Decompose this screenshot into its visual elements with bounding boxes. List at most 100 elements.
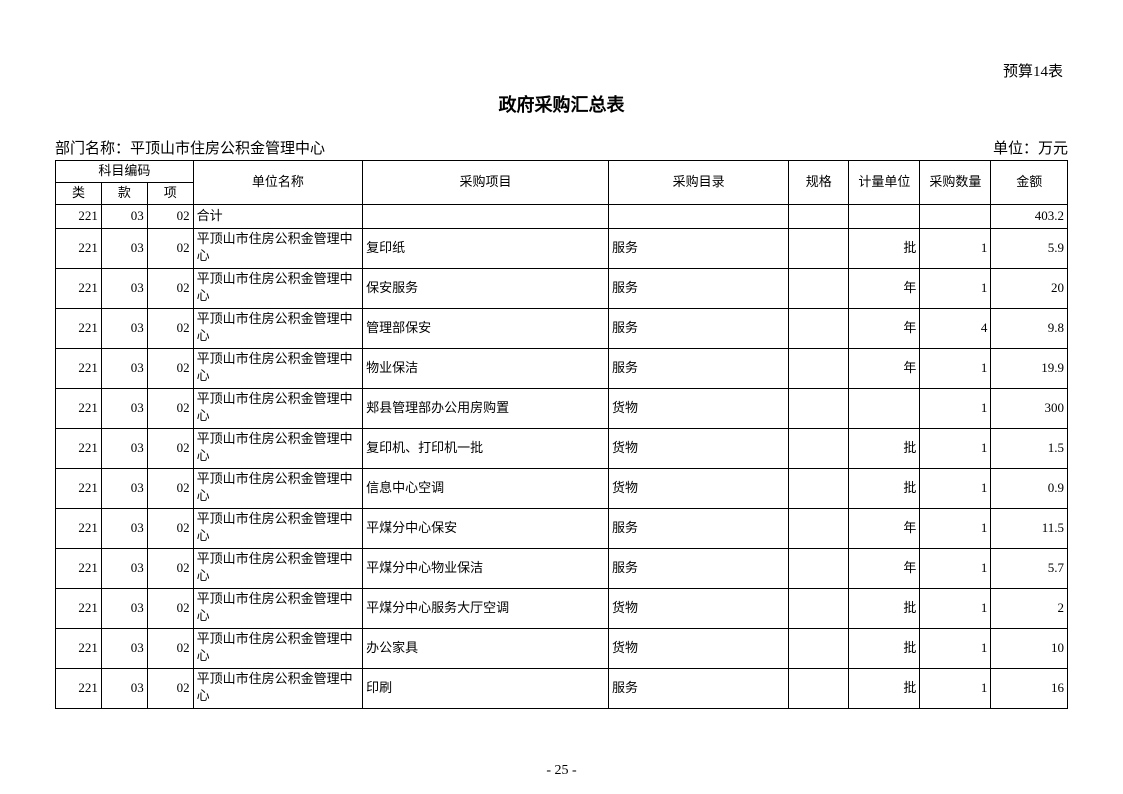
cell-xiang: 02 <box>147 204 193 228</box>
table-row: 2210302平顶山市住房公积金管理中心办公家具货物批110 <box>56 628 1068 668</box>
cell-kuan: 03 <box>101 348 147 388</box>
cell-measure: 年 <box>849 268 920 308</box>
dept-label: 部门名称： <box>55 141 130 157</box>
cell-catalog: 货物 <box>608 468 788 508</box>
cell-measure <box>849 204 920 228</box>
cell-measure <box>849 388 920 428</box>
cell-measure: 批 <box>849 428 920 468</box>
cell-item: 复印纸 <box>363 228 609 268</box>
cell-xiang: 02 <box>147 268 193 308</box>
cell-spec <box>789 548 849 588</box>
cell-xiang: 02 <box>147 228 193 268</box>
table-row: 2210302平顶山市住房公积金管理中心管理部保安服务年49.8 <box>56 308 1068 348</box>
cell-qty: 1 <box>920 588 991 628</box>
table-row: 2210302平顶山市住房公积金管理中心物业保洁服务年119.9 <box>56 348 1068 388</box>
cell-catalog: 货物 <box>608 428 788 468</box>
table-row: 2210302平顶山市住房公积金管理中心信息中心空调货物批10.9 <box>56 468 1068 508</box>
cell-item: 信息中心空调 <box>363 468 609 508</box>
procurement-table: 科目编码 单位名称 采购项目 采购目录 规格 计量单位 采购数量 金额 类 款 … <box>55 160 1068 709</box>
cell-qty: 1 <box>920 428 991 468</box>
cell-catalog: 货物 <box>608 588 788 628</box>
cell-measure: 年 <box>849 348 920 388</box>
cell-spec <box>789 588 849 628</box>
th-spec: 规格 <box>789 161 849 205</box>
cell-lei: 221 <box>56 268 102 308</box>
cell-unit-name: 平顶山市住房公积金管理中心 <box>193 268 362 308</box>
cell-lei: 221 <box>56 548 102 588</box>
dept-line: 部门名称：平顶山市住房公积金管理中心 <box>55 137 325 158</box>
cell-spec <box>789 508 849 548</box>
cell-unit-name: 平顶山市住房公积金管理中心 <box>193 348 362 388</box>
cell-kuan: 03 <box>101 628 147 668</box>
cell-xiang: 02 <box>147 628 193 668</box>
cell-kuan: 03 <box>101 588 147 628</box>
cell-lei: 221 <box>56 308 102 348</box>
cell-xiang: 02 <box>147 468 193 508</box>
cell-amount: 300 <box>991 388 1068 428</box>
cell-lei: 221 <box>56 204 102 228</box>
th-item: 采购项目 <box>363 161 609 205</box>
cell-qty: 1 <box>920 468 991 508</box>
cell-xiang: 02 <box>147 668 193 708</box>
cell-qty <box>920 204 991 228</box>
cell-item: 保安服务 <box>363 268 609 308</box>
cell-measure: 批 <box>849 588 920 628</box>
cell-unit-name: 平顶山市住房公积金管理中心 <box>193 468 362 508</box>
table-row: 2210302平顶山市住房公积金管理中心郏县管理部办公用房购置货物1300 <box>56 388 1068 428</box>
th-unit-name: 单位名称 <box>193 161 362 205</box>
cell-spec <box>789 204 849 228</box>
cell-item <box>363 204 609 228</box>
cell-measure: 年 <box>849 548 920 588</box>
cell-measure: 批 <box>849 468 920 508</box>
cell-amount: 9.8 <box>991 308 1068 348</box>
cell-kuan: 03 <box>101 268 147 308</box>
cell-amount: 5.9 <box>991 228 1068 268</box>
table-row: 2210302平顶山市住房公积金管理中心平煤分中心保安服务年111.5 <box>56 508 1068 548</box>
cell-amount: 16 <box>991 668 1068 708</box>
cell-kuan: 03 <box>101 228 147 268</box>
cell-lei: 221 <box>56 348 102 388</box>
cell-qty: 1 <box>920 548 991 588</box>
cell-amount: 11.5 <box>991 508 1068 548</box>
cell-item: 办公家具 <box>363 628 609 668</box>
cell-qty: 4 <box>920 308 991 348</box>
cell-amount: 1.5 <box>991 428 1068 468</box>
cell-unit-name: 平顶山市住房公积金管理中心 <box>193 628 362 668</box>
cell-lei: 221 <box>56 508 102 548</box>
cell-xiang: 02 <box>147 548 193 588</box>
cell-qty: 1 <box>920 268 991 308</box>
cell-xiang: 02 <box>147 308 193 348</box>
cell-measure: 批 <box>849 228 920 268</box>
cell-kuan: 03 <box>101 308 147 348</box>
cell-catalog: 服务 <box>608 228 788 268</box>
cell-kuan: 03 <box>101 668 147 708</box>
cell-amount: 5.7 <box>991 548 1068 588</box>
cell-xiang: 02 <box>147 588 193 628</box>
cell-amount: 20 <box>991 268 1068 308</box>
cell-xiang: 02 <box>147 428 193 468</box>
cell-measure: 批 <box>849 628 920 668</box>
th-lei: 类 <box>56 182 102 204</box>
cell-lei: 221 <box>56 228 102 268</box>
cell-catalog: 服务 <box>608 308 788 348</box>
cell-qty: 1 <box>920 508 991 548</box>
cell-lei: 221 <box>56 588 102 628</box>
cell-qty: 1 <box>920 628 991 668</box>
cell-amount: 403.2 <box>991 204 1068 228</box>
cell-lei: 221 <box>56 388 102 428</box>
cell-lei: 221 <box>56 628 102 668</box>
cell-catalog: 服务 <box>608 668 788 708</box>
table-sequence-label: 预算14表 <box>55 60 1068 81</box>
cell-spec <box>789 468 849 508</box>
cell-spec <box>789 228 849 268</box>
cell-spec <box>789 388 849 428</box>
cell-item: 印刷 <box>363 668 609 708</box>
unit-label: 单位：万元 <box>993 137 1068 158</box>
table-row: 2210302平顶山市住房公积金管理中心平煤分中心服务大厅空调货物批12 <box>56 588 1068 628</box>
page-number: - 25 - <box>0 763 1123 779</box>
table-row: 2210302平顶山市住房公积金管理中心印刷服务批116 <box>56 668 1068 708</box>
cell-lei: 221 <box>56 428 102 468</box>
cell-unit-name: 平顶山市住房公积金管理中心 <box>193 588 362 628</box>
cell-spec <box>789 268 849 308</box>
cell-spec <box>789 628 849 668</box>
